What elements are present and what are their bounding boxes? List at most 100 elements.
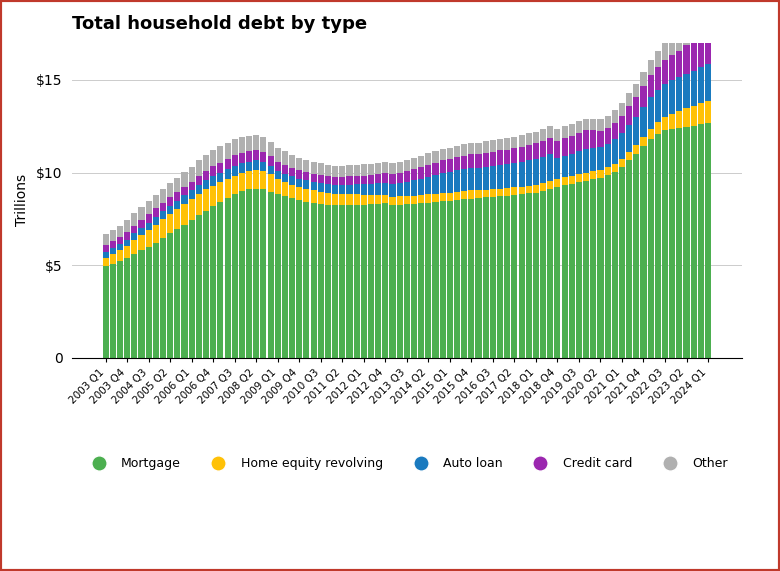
Bar	[196, 215, 202, 358]
Bar	[669, 38, 675, 55]
Bar	[261, 162, 267, 171]
Bar	[174, 192, 180, 200]
Bar	[296, 179, 303, 187]
Bar	[124, 258, 130, 358]
Bar	[705, 100, 711, 123]
Bar	[310, 203, 317, 358]
Bar	[361, 176, 367, 184]
Bar	[375, 204, 381, 358]
Bar	[275, 148, 281, 162]
Bar	[418, 179, 424, 195]
Bar	[196, 185, 202, 194]
Bar	[138, 228, 144, 235]
Bar	[117, 226, 123, 237]
Bar	[146, 231, 152, 247]
Bar	[282, 182, 288, 196]
Bar	[346, 185, 353, 195]
Bar	[698, 67, 704, 103]
Bar	[583, 181, 589, 358]
Bar	[633, 116, 640, 145]
Bar	[146, 214, 152, 223]
Bar	[296, 158, 303, 170]
Bar	[332, 166, 339, 176]
Bar	[562, 155, 568, 178]
Bar	[548, 155, 553, 181]
Bar	[411, 204, 417, 358]
Bar	[289, 168, 295, 176]
Bar	[569, 124, 575, 136]
Bar	[590, 130, 597, 148]
Legend: Mortgage, Home equity revolving, Auto loan, Credit card, Other: Mortgage, Home equity revolving, Auto lo…	[81, 452, 732, 476]
Bar	[690, 71, 697, 106]
Bar	[432, 163, 438, 175]
Bar	[555, 158, 561, 179]
Bar	[490, 140, 496, 152]
Bar	[389, 184, 395, 197]
Bar	[182, 187, 187, 195]
Bar	[662, 84, 668, 118]
Bar	[110, 264, 116, 358]
Bar	[425, 176, 431, 195]
Bar	[461, 156, 467, 169]
Bar	[310, 162, 317, 174]
Bar	[317, 204, 324, 358]
Bar	[662, 118, 668, 130]
Bar	[246, 162, 252, 171]
Bar	[124, 220, 130, 232]
Bar	[597, 147, 604, 170]
Bar	[261, 190, 267, 358]
Bar	[548, 138, 553, 155]
Bar	[167, 206, 173, 214]
Bar	[497, 150, 503, 165]
Bar	[103, 258, 108, 267]
Bar	[411, 158, 417, 169]
Bar	[519, 135, 525, 147]
Bar	[254, 135, 259, 150]
Bar	[604, 175, 611, 358]
Bar	[640, 146, 647, 358]
Bar	[497, 165, 503, 188]
Bar	[167, 234, 173, 358]
Bar	[533, 159, 539, 185]
Bar	[239, 163, 245, 173]
Bar	[353, 176, 360, 184]
Bar	[268, 156, 274, 166]
Bar	[432, 202, 438, 358]
Bar	[225, 179, 231, 198]
Bar	[138, 235, 144, 250]
Bar	[576, 132, 582, 151]
Bar	[512, 163, 517, 187]
Bar	[612, 123, 618, 139]
Bar	[562, 138, 568, 155]
Bar	[519, 195, 525, 358]
Bar	[512, 136, 517, 148]
Bar	[533, 185, 539, 192]
Bar	[210, 166, 216, 176]
Bar	[303, 202, 310, 358]
Bar	[196, 194, 202, 215]
Bar	[232, 139, 238, 155]
Bar	[346, 195, 353, 205]
Bar	[454, 158, 460, 170]
Bar	[576, 151, 582, 174]
Bar	[411, 180, 417, 196]
Bar	[182, 204, 187, 224]
Bar	[310, 190, 317, 203]
Bar	[339, 185, 346, 195]
Bar	[662, 130, 668, 358]
Bar	[647, 97, 654, 128]
Bar	[396, 172, 402, 183]
Bar	[676, 77, 682, 111]
Bar	[325, 165, 331, 176]
Bar	[138, 220, 144, 228]
Bar	[662, 43, 668, 59]
Bar	[196, 176, 202, 185]
Bar	[440, 201, 445, 358]
Bar	[411, 196, 417, 204]
Bar	[468, 143, 474, 155]
Bar	[325, 184, 331, 193]
Bar	[647, 139, 654, 358]
Bar	[519, 162, 525, 187]
Bar	[282, 151, 288, 165]
Bar	[461, 199, 467, 358]
